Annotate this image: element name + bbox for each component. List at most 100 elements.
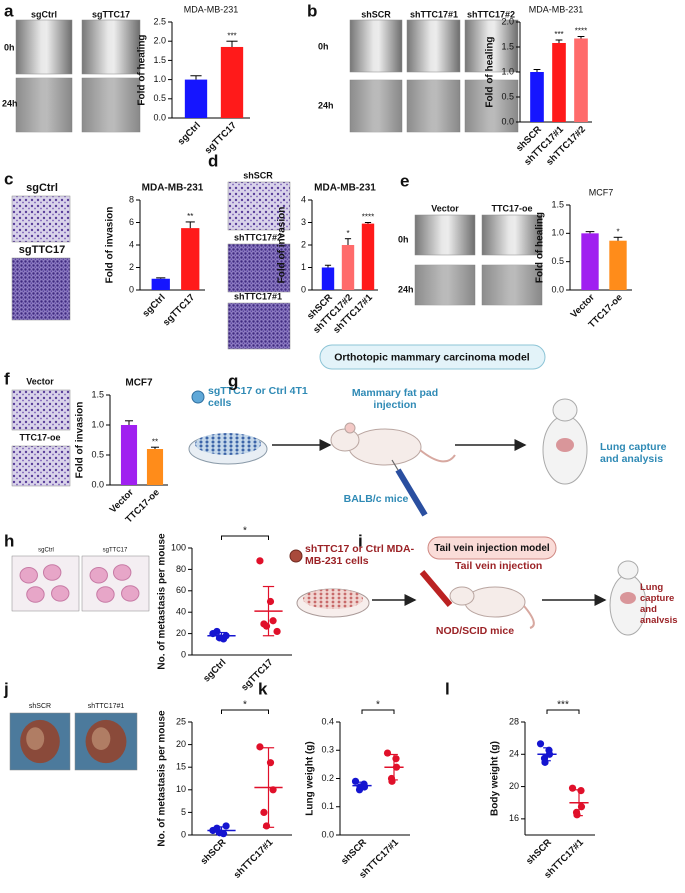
lung-lobe xyxy=(19,567,38,584)
bar xyxy=(120,425,138,485)
bar xyxy=(341,245,355,290)
x-tick-label: sgCtrl xyxy=(201,657,228,684)
data-point xyxy=(577,803,586,811)
panel-letter: l xyxy=(445,679,450,698)
y-tick-label: 1.0 xyxy=(551,228,564,238)
y-tick-label: 0 xyxy=(181,829,186,839)
lung-icon xyxy=(620,592,636,604)
image-label: 24h xyxy=(398,284,414,294)
y-tick-label: 1.0 xyxy=(501,66,514,76)
y-tick-label: 5 xyxy=(181,807,186,817)
y-tick-label: 20 xyxy=(176,739,186,749)
y-axis-label: No. of metastasis per mouse xyxy=(157,533,168,670)
significance-label: *** xyxy=(227,31,236,40)
data-point xyxy=(269,617,277,625)
cells-label: shTTC17 or Ctrl MDA-MB-231 cells xyxy=(305,543,415,568)
bar xyxy=(181,228,200,290)
micrograph-texture xyxy=(482,265,542,305)
panel-letter: e xyxy=(400,171,409,190)
y-tick-label: 60 xyxy=(176,585,186,595)
y-axis-label: Fold of invasion xyxy=(75,402,86,479)
y-tick-label: 0.5 xyxy=(91,449,104,459)
y-tick-label: 0.1 xyxy=(321,801,334,811)
data-point xyxy=(256,557,264,565)
lung-lobe xyxy=(96,586,115,603)
micrograph-texture xyxy=(350,80,402,132)
mouse-head xyxy=(449,586,475,606)
cells-text: shTTC17 or Ctrl MDA-MB-231 cells xyxy=(305,543,415,568)
significance-bracket xyxy=(221,535,269,540)
panel-letter: i xyxy=(358,531,363,550)
bar xyxy=(151,278,170,290)
injection-text: Tail vein injection xyxy=(455,560,543,572)
mouse-head xyxy=(330,428,360,452)
y-tick-label: 1.5 xyxy=(153,55,166,65)
y-tick-label: 15 xyxy=(176,762,186,772)
y-tick-label: 10 xyxy=(176,784,186,794)
image-label: Vector xyxy=(26,376,54,386)
micrograph xyxy=(81,555,150,612)
dish-cells xyxy=(195,433,261,455)
diagram-g: Orthotopic mammary carcinoma model sgTTC… xyxy=(188,344,667,517)
micrograph-texture xyxy=(16,78,72,132)
data-point xyxy=(536,740,545,748)
lung-lobe xyxy=(51,585,70,602)
image-label: shSCR xyxy=(361,9,391,19)
cell-icon xyxy=(191,390,205,404)
panel-letter: c xyxy=(4,169,13,188)
bar xyxy=(530,72,544,122)
data-point xyxy=(351,777,360,785)
significance-label: *** xyxy=(554,30,563,39)
image-label: shSCR xyxy=(243,170,273,180)
panel-letter: d xyxy=(208,151,218,170)
significance-bracket xyxy=(546,709,580,714)
x-tick-label: shTTC17#1 xyxy=(232,837,276,881)
image-label: shTTC17#2 xyxy=(234,232,282,242)
significance-label: * xyxy=(616,227,619,236)
lung-tissue xyxy=(91,727,111,751)
mouse-body xyxy=(348,428,422,466)
injection-label: Mammary fat pad injection xyxy=(351,387,439,412)
y-axis-label: Lung weight (g) xyxy=(305,741,316,815)
y-tick-label: 0 xyxy=(301,284,306,294)
data-point xyxy=(273,627,281,636)
y-tick-label: 0.5 xyxy=(501,91,514,101)
significance-label: * xyxy=(243,700,247,711)
significance-label: * xyxy=(346,229,349,238)
lung-lobe xyxy=(112,564,132,581)
image-label: sgTTC17 xyxy=(92,9,130,19)
y-tick-label: 1.5 xyxy=(91,389,104,399)
micrograph xyxy=(81,19,141,75)
bar xyxy=(184,79,208,118)
micrograph xyxy=(464,19,519,73)
y-tick-label: 20 xyxy=(509,781,519,791)
micrograph-texture xyxy=(407,80,460,132)
needle xyxy=(391,459,399,471)
bar xyxy=(581,233,599,290)
significance-label: **** xyxy=(362,213,374,222)
y-tick-label: 0.0 xyxy=(501,116,514,126)
micrograph-texture xyxy=(415,265,475,305)
x-tick-label: shSCR xyxy=(524,837,554,867)
x-tick-label: sgCtrl xyxy=(140,292,167,319)
y-tick-label: 1.0 xyxy=(153,74,166,84)
micrograph-texture xyxy=(465,80,518,132)
y-tick-label: 0.0 xyxy=(321,829,334,839)
y-tick-label: 1.0 xyxy=(91,419,104,429)
y-tick-label: 0.0 xyxy=(551,284,564,294)
y-tick-label: 2 xyxy=(129,262,134,272)
y-tick-label: 28 xyxy=(509,716,519,726)
significance-bracket xyxy=(221,709,269,714)
cell-icon xyxy=(289,549,303,563)
cells-text: sgTTC17 or Ctrl 4T1 cells xyxy=(208,385,308,410)
micrograph xyxy=(15,19,73,75)
chart-title: MCF7 xyxy=(125,378,153,389)
y-tick-label: 100 xyxy=(171,542,186,552)
panel-letter: a xyxy=(4,1,14,20)
y-tick-label: 0.4 xyxy=(321,716,334,726)
chart-title: MDA-MB-231 xyxy=(529,4,584,14)
y-tick-label: 24 xyxy=(509,749,519,759)
injection-text: Mammary fat pad injection xyxy=(351,387,439,412)
